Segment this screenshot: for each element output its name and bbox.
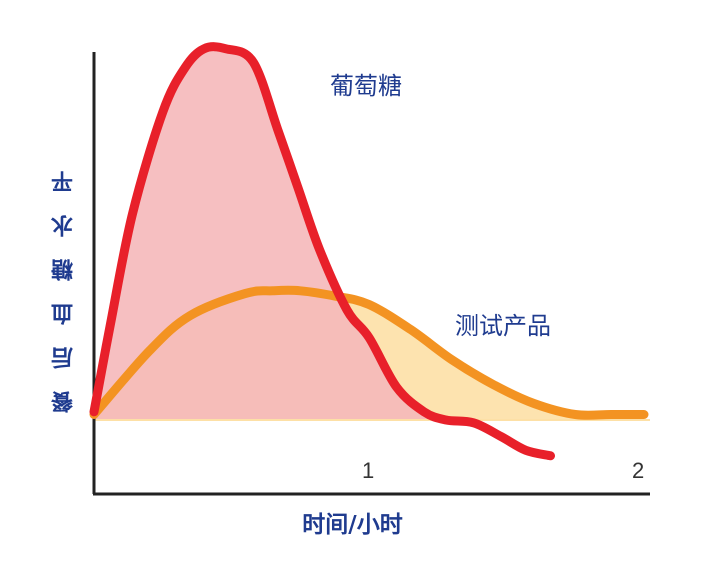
y-axis-label-text: 餐后血糖水平: [52, 149, 77, 413]
area-glucose: [94, 46, 551, 421]
x-axis-label: 时间/小时: [302, 512, 403, 538]
line-test-product: [89, 285, 649, 420]
chart-areas: [94, 46, 644, 421]
chart-lines: [89, 42, 649, 461]
x-tick-label-2: 2: [632, 458, 645, 483]
series-label-test-product: 测试产品: [455, 312, 551, 340]
series-label-glucose: 葡萄糖: [330, 72, 402, 100]
x-tick-label-1: 1: [362, 458, 375, 483]
line-glucose: [89, 42, 555, 461]
y-axis-label: 餐后血糖水平: [48, 149, 82, 413]
